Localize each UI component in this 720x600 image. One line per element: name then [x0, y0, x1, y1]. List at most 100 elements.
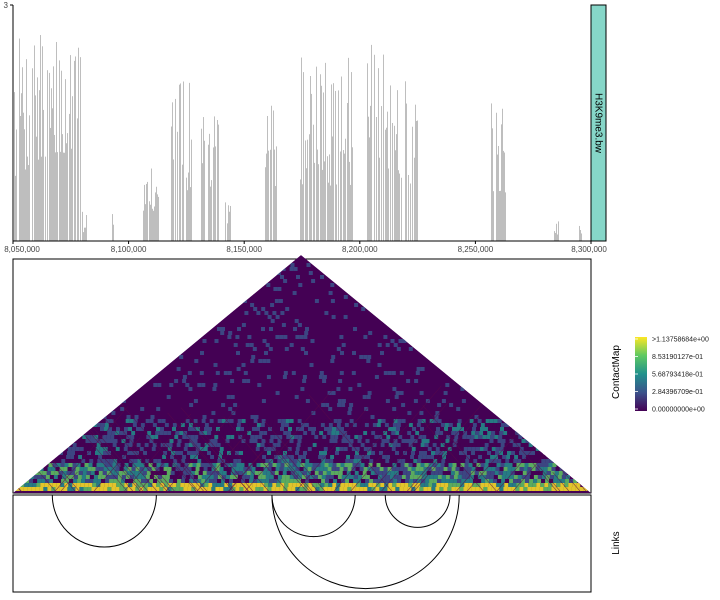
contact-cell	[168, 483, 173, 487]
contact-cell	[213, 459, 218, 463]
contact-cell	[215, 371, 220, 375]
contact-cell	[181, 419, 186, 423]
contact-cell	[230, 455, 235, 459]
contact-cell	[543, 467, 548, 471]
contact-cell	[149, 459, 154, 463]
contact-cell	[68, 463, 73, 467]
contact-cell	[339, 335, 344, 339]
contact-cell	[355, 487, 360, 491]
contact-cell	[97, 459, 102, 463]
contact-cell	[343, 431, 348, 435]
contact-cell	[380, 443, 385, 447]
contact-cell	[167, 487, 172, 491]
contact-cell	[405, 419, 410, 423]
contact-cell	[292, 423, 297, 427]
contact-cell	[302, 455, 307, 459]
contact-cell	[217, 327, 221, 331]
signal-bar	[21, 93, 22, 241]
contact-cell	[481, 419, 486, 423]
contact-cell	[157, 479, 162, 483]
contact-cell	[119, 431, 124, 435]
contact-cell	[245, 343, 250, 347]
contact-cell	[88, 463, 93, 467]
contact-cell	[262, 455, 267, 459]
signal-bar	[143, 210, 144, 241]
contact-cell	[304, 427, 308, 431]
contact-cell	[132, 483, 137, 487]
contact-cell	[184, 427, 188, 431]
contact-cell	[336, 443, 341, 447]
contact-cell	[547, 487, 552, 491]
contact-cell	[527, 467, 532, 471]
signal-bar	[369, 137, 370, 241]
contact-cell	[165, 475, 170, 479]
contact-cell	[422, 455, 427, 459]
contact-cell	[335, 447, 340, 451]
contact-cell	[261, 475, 266, 479]
contact-cell	[104, 483, 109, 487]
contact-cell	[302, 471, 307, 475]
contact-cell	[194, 471, 199, 475]
signal-bar	[322, 169, 323, 241]
contact-cell	[239, 487, 244, 491]
contact-cell	[197, 475, 202, 479]
contact-cell	[168, 443, 173, 447]
contact-cell	[160, 427, 164, 431]
contact-cell	[227, 335, 232, 339]
contact-cell	[238, 471, 243, 475]
contact-cell	[457, 475, 462, 479]
contact-cell	[255, 451, 259, 455]
contact-cell	[286, 435, 291, 439]
contact-cell	[326, 455, 331, 459]
contact-cell	[108, 443, 113, 447]
contact-cell	[270, 455, 275, 459]
contact-cell	[245, 475, 250, 479]
contact-cell	[251, 487, 256, 491]
contact-cell	[241, 439, 246, 443]
contact-cell	[424, 443, 429, 447]
contact-cell	[369, 439, 374, 443]
contact-cell	[297, 419, 302, 423]
contact-cell	[317, 419, 322, 423]
contact-cell	[498, 435, 503, 439]
contact-stripe	[511, 451, 548, 493]
contact-cell	[128, 483, 133, 487]
contact-cell	[539, 451, 543, 455]
contact-cell	[264, 423, 269, 427]
contact-cell	[447, 467, 452, 471]
contact-cell	[104, 443, 109, 447]
contact-cell	[313, 479, 318, 483]
contact-cell	[400, 483, 405, 487]
contact-cell	[203, 451, 207, 455]
contact-cell	[448, 483, 453, 487]
contact-cell	[304, 483, 309, 487]
contact-cell	[294, 455, 299, 459]
contact-cell	[281, 323, 286, 327]
contact-cell	[305, 439, 310, 443]
contact-cell	[153, 439, 158, 443]
contact-cell	[363, 467, 368, 471]
contact-cell	[115, 451, 119, 455]
contact-cell	[214, 339, 219, 343]
contact-cell	[92, 463, 97, 467]
contact-cell	[481, 479, 486, 483]
signal-bar	[64, 152, 65, 241]
contact-cell	[192, 423, 197, 427]
contact-cell	[507, 431, 512, 435]
contact-cell	[337, 399, 342, 403]
contact-cell	[365, 475, 370, 479]
contact-stripe	[188, 439, 235, 493]
contact-cell	[295, 335, 300, 339]
contact-cell	[238, 435, 243, 439]
contact-cell	[488, 427, 492, 431]
contact-cell	[235, 447, 240, 451]
contact-cell	[377, 419, 382, 423]
contact-cell	[185, 383, 190, 387]
contact-cell	[453, 419, 458, 423]
contact-cell	[52, 483, 57, 487]
contact-cell	[268, 443, 273, 447]
contact-cell	[130, 455, 135, 459]
contact-cell	[336, 387, 341, 391]
contact-cell	[146, 471, 151, 475]
contact-cell	[531, 451, 535, 455]
